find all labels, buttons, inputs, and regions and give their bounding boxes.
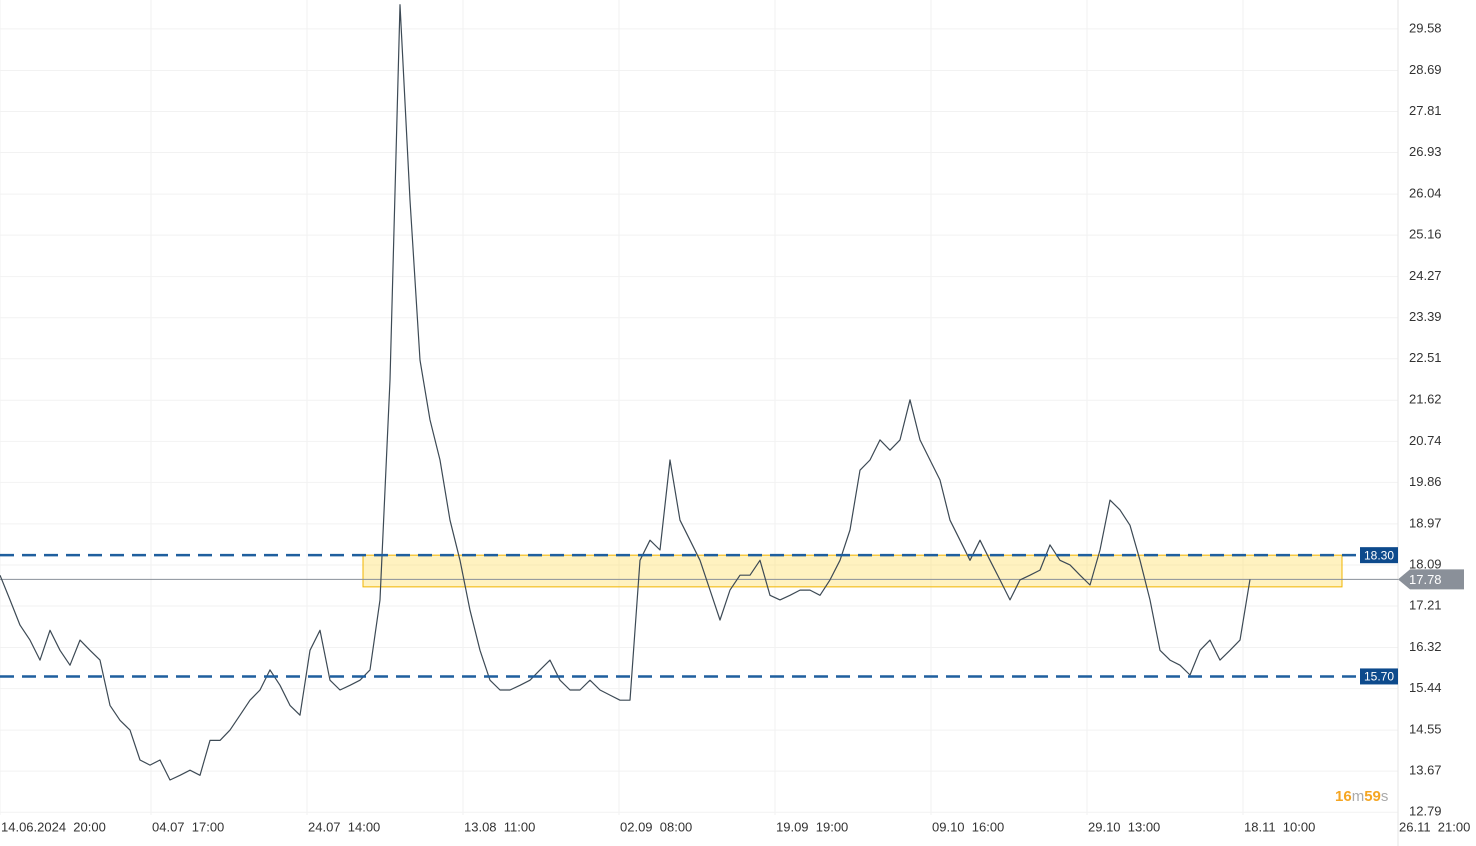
y-tick-label: 25.16 — [1409, 227, 1442, 242]
y-tick-label: 23.39 — [1409, 309, 1442, 324]
x-tick-label: 13.08 11:00 — [464, 819, 535, 834]
x-tick-label: 18.11 10:00 — [1244, 819, 1315, 834]
x-tick-label: 14.06.2024 20:00 — [1, 819, 106, 834]
y-tick-label: 15.44 — [1409, 680, 1442, 695]
last-price-label: 17.78 — [1409, 572, 1442, 587]
x-tick-label: 04.07 17:00 — [152, 819, 224, 834]
countdown-part: m — [1352, 788, 1365, 805]
x-tick-label: 24.07 14:00 — [308, 819, 380, 834]
x-tick-label: 26.11 21:00 — [1399, 819, 1470, 834]
x-tick-label: 19.09 19:00 — [776, 819, 848, 834]
y-tick-label: 16.32 — [1409, 639, 1442, 654]
y-tick-label: 26.93 — [1409, 144, 1442, 159]
y-tick-label: 18.97 — [1409, 515, 1442, 530]
zone — [362, 554, 1343, 588]
y-tick-label: 22.51 — [1409, 350, 1442, 365]
y-tick-label: 21.62 — [1409, 392, 1442, 407]
level-label: 15.70 — [1364, 670, 1394, 684]
y-tick-label: 28.69 — [1409, 62, 1442, 77]
y-tick-label: 13.67 — [1409, 763, 1442, 778]
price-line — [0, 4, 1251, 781]
y-tick-label: 24.27 — [1409, 268, 1442, 283]
y-tick-label: 17.21 — [1409, 597, 1442, 612]
y-tick-label: 19.86 — [1409, 474, 1442, 489]
countdown-part: 59 — [1364, 788, 1381, 805]
y-tick-label: 12.79 — [1409, 804, 1442, 819]
countdown-part: 16 — [1335, 788, 1352, 805]
y-tick-label: 18.09 — [1409, 556, 1442, 571]
x-tick-label: 09.10 16:00 — [932, 819, 1004, 834]
level-label-bg — [1360, 547, 1398, 564]
y-tick-label: 26.04 — [1409, 186, 1442, 201]
y-tick-label: 29.58 — [1409, 20, 1442, 35]
y-tick-label: 14.55 — [1409, 722, 1442, 737]
y-tick-label: 27.81 — [1409, 103, 1442, 118]
y-tick-label: 20.74 — [1409, 433, 1442, 448]
countdown-part: s — [1381, 788, 1389, 805]
countdown: 16m59s — [1335, 788, 1388, 805]
level-label: 18.30 — [1364, 548, 1394, 562]
x-tick-label: 29.10 13:00 — [1088, 819, 1160, 834]
last-price-tag — [1398, 569, 1464, 590]
x-tick-label: 02.09 08:00 — [620, 819, 692, 834]
level-label-bg — [1360, 668, 1398, 685]
